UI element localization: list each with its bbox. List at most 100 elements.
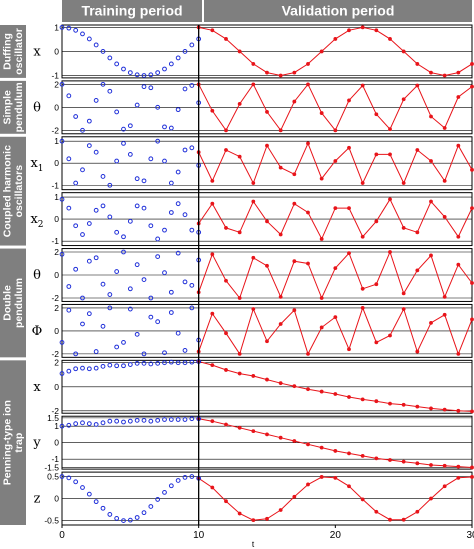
validation-point — [306, 351, 310, 356]
training-point — [100, 49, 106, 54]
validation-point — [360, 83, 365, 88]
validation-point — [224, 331, 228, 336]
group-label-line: Simple — [2, 90, 14, 125]
training-point — [86, 118, 92, 124]
validation-point — [429, 253, 433, 258]
training-point — [162, 350, 167, 356]
validation-point — [237, 49, 242, 54]
group-label: Penning-type iontrap — [2, 400, 26, 485]
validation-point — [333, 449, 338, 453]
validation-point — [415, 509, 420, 514]
training-point — [59, 474, 65, 479]
validation-point — [265, 143, 269, 148]
training-point — [189, 42, 195, 48]
validation-point — [237, 351, 242, 356]
variable-label: x — [33, 380, 41, 395]
training-point — [93, 149, 99, 155]
group-label-line: pendulum — [13, 278, 25, 328]
training-point — [141, 360, 147, 366]
group-band: Coupled harmonicoscillators — [0, 136, 26, 246]
validation-point — [292, 384, 297, 389]
validation-point — [251, 62, 256, 66]
validation-point — [224, 226, 228, 230]
validation-point — [388, 458, 392, 462]
training-point — [80, 295, 85, 301]
group-label-line: oscillators — [13, 165, 25, 218]
training-point — [168, 180, 174, 186]
y-tick-label: 2 — [54, 303, 59, 313]
training-point — [59, 138, 65, 144]
validation-point — [292, 70, 297, 75]
training-point — [189, 359, 195, 365]
validation-point — [374, 219, 379, 224]
header-training-band — [62, 0, 202, 22]
training-point — [107, 55, 113, 61]
training-point — [107, 214, 113, 220]
training-point — [86, 311, 92, 317]
training-point — [141, 84, 147, 90]
validation-point — [333, 392, 338, 396]
y-tick-label: -1.5 — [44, 462, 59, 472]
validation-point — [360, 286, 365, 291]
validation-point — [265, 110, 269, 114]
training-point — [93, 349, 99, 354]
group-band: Penning-type iontrap — [0, 360, 26, 525]
validation-point — [456, 408, 461, 413]
training-point — [141, 510, 147, 516]
training-point — [127, 286, 133, 292]
validation-point — [401, 517, 406, 522]
validation-point — [251, 181, 256, 185]
training-point — [175, 55, 181, 61]
x-tick-label: 20 — [330, 530, 342, 541]
training-point — [114, 229, 120, 235]
validation-point — [333, 315, 338, 319]
validation-point — [470, 475, 474, 479]
training-point — [141, 351, 147, 357]
validation-point — [265, 219, 269, 224]
y-tick-label: -1 — [51, 180, 59, 190]
validation-point — [292, 99, 297, 104]
validation-point — [360, 305, 365, 310]
validation-point — [347, 28, 351, 33]
validation-point — [456, 475, 461, 480]
validation-point — [456, 143, 461, 148]
validation-point — [360, 25, 365, 30]
training-point — [155, 417, 161, 423]
training-point — [141, 205, 147, 211]
y-tick-label: 0 — [54, 214, 59, 224]
y-tick-label: 2 — [54, 358, 59, 368]
validation-point — [278, 73, 283, 78]
training-point — [155, 360, 161, 366]
validation-point — [224, 422, 228, 427]
training-point — [80, 31, 85, 37]
validation-point — [415, 268, 420, 273]
validation-point — [224, 499, 228, 504]
training-point — [114, 158, 120, 164]
training-point — [168, 125, 174, 131]
validation-point — [456, 234, 461, 239]
panel-4: 2 0 -2 θ — [33, 247, 474, 303]
training-point — [175, 478, 181, 483]
training-point — [189, 282, 195, 288]
y-tick-label: 2 — [54, 79, 59, 89]
y-tick-label: 1.5 — [47, 413, 59, 423]
training-point — [127, 418, 133, 424]
variable-label: y — [32, 436, 41, 451]
training-point — [66, 93, 72, 99]
training-point — [80, 127, 85, 133]
validation-point — [374, 456, 379, 461]
variable-label: Φ — [32, 324, 43, 339]
training-point — [168, 289, 174, 295]
y-tick-label: 0.5 — [47, 472, 59, 482]
validation-point — [251, 518, 256, 523]
validation-point — [237, 230, 242, 235]
group-label: Simplependulum — [2, 82, 26, 132]
validation-point — [292, 259, 297, 264]
y-tick-label: 1 — [54, 421, 59, 431]
training-point — [182, 417, 188, 422]
validation-point — [306, 387, 310, 392]
training-point — [141, 417, 147, 423]
training-point — [168, 483, 174, 489]
validation-point — [470, 409, 474, 414]
